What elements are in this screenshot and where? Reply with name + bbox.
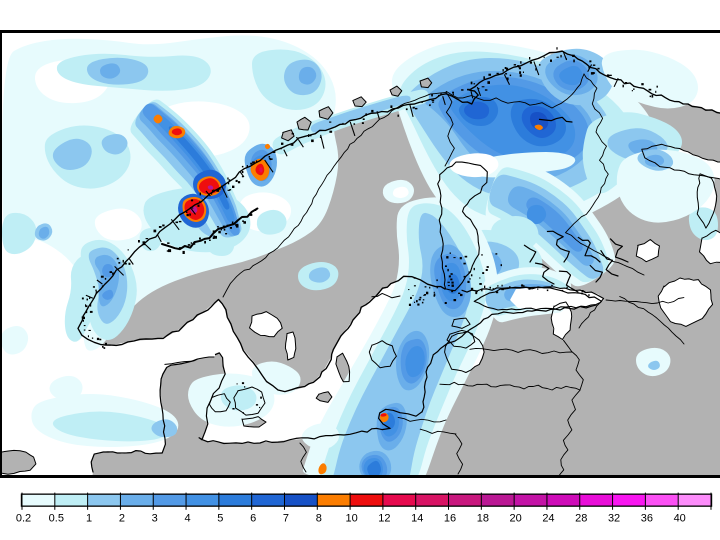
svg-text:0.5: 0.5: [49, 513, 64, 525]
svg-text:1: 1: [86, 513, 92, 525]
svg-text:14: 14: [411, 513, 423, 525]
svg-text:12: 12: [378, 513, 390, 525]
svg-text:18: 18: [477, 513, 489, 525]
svg-text:20: 20: [510, 513, 522, 525]
svg-text:2: 2: [119, 513, 125, 525]
svg-text:7: 7: [283, 513, 289, 525]
svg-text:6: 6: [250, 513, 256, 525]
svg-text:10: 10: [345, 513, 357, 525]
svg-text:8: 8: [316, 513, 322, 525]
svg-text:5: 5: [217, 513, 223, 525]
svg-text:32: 32: [608, 513, 620, 525]
svg-text:3: 3: [152, 513, 158, 525]
svg-text:28: 28: [575, 513, 587, 525]
svg-text:40: 40: [674, 513, 686, 525]
svg-text:36: 36: [641, 513, 653, 525]
svg-text:4: 4: [184, 513, 190, 525]
svg-text:24: 24: [542, 513, 554, 525]
svg-text:16: 16: [444, 513, 456, 525]
svg-text:0.2: 0.2: [16, 513, 31, 525]
